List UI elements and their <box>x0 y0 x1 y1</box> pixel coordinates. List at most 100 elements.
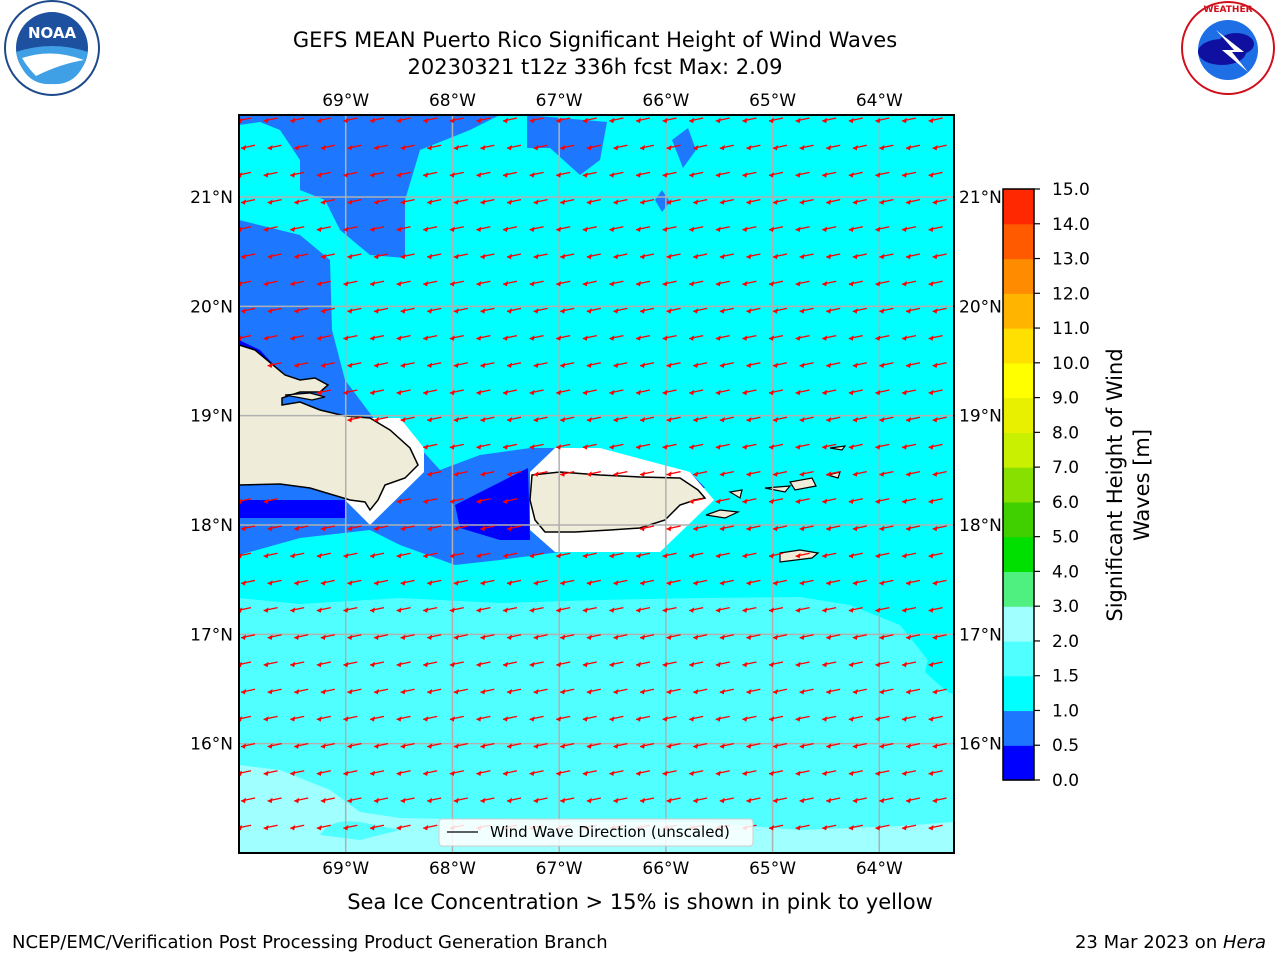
wind-arrow <box>719 144 734 151</box>
wind-arrow <box>715 334 730 341</box>
colorbar-band <box>1003 258 1034 294</box>
wind-arrow <box>316 661 331 668</box>
national-weather-service-logo: WEATHER <box>1181 1 1275 95</box>
wind-arrow <box>343 226 358 232</box>
colorbar-tick-label: 2.0 <box>1052 632 1079 652</box>
wind-arrow <box>533 198 548 205</box>
wind-arrow <box>267 742 282 749</box>
wind-arrow <box>822 334 837 341</box>
wind-arrow <box>715 443 730 450</box>
wind-arrow <box>586 470 601 477</box>
lon-label-bottom: 66°W <box>642 859 689 879</box>
wind-arrow <box>343 280 358 287</box>
lat-label-right: 16°N <box>959 735 1002 755</box>
wind-arrow <box>343 389 358 396</box>
wind-arrow <box>905 362 921 368</box>
wind-arrow <box>901 770 917 776</box>
wind-arrow <box>609 171 624 178</box>
wind-arrow <box>533 416 548 423</box>
wind-arrow <box>529 661 544 668</box>
wind-arrow <box>347 742 362 749</box>
wind-arrow <box>476 171 491 178</box>
wind-arrow <box>609 661 624 668</box>
wind-arrow <box>879 198 894 205</box>
wind-arrow <box>905 688 921 695</box>
wind-arrow <box>799 470 814 477</box>
wind-arrow <box>369 334 385 341</box>
colorbar-tick-label: 5.0 <box>1052 528 1079 548</box>
wind-arrow <box>609 389 624 396</box>
wind-arrow <box>875 334 890 341</box>
wind-arrow <box>582 389 597 396</box>
wind-arrow <box>373 307 389 314</box>
wind-arrow <box>772 307 788 314</box>
wind-arrow <box>772 742 788 749</box>
wind-arrow <box>343 770 358 776</box>
wind-arrow <box>795 280 810 287</box>
wind-arrow <box>423 661 438 668</box>
wind-arrow <box>875 661 890 668</box>
wind-arrow <box>932 742 947 749</box>
lon-label-top: 64°W <box>856 91 903 111</box>
wind-arrow <box>240 797 256 804</box>
wind-arrow <box>316 606 331 613</box>
wind-arrow <box>320 579 335 586</box>
wind-arrow <box>799 144 814 151</box>
wind-arrow <box>267 253 282 260</box>
wind-arrow <box>905 470 921 477</box>
wind-arrow <box>772 525 788 532</box>
ocean-0-5-1-0-speck <box>672 128 696 168</box>
wind-arrow <box>639 144 655 151</box>
wind-arrow <box>822 770 837 776</box>
wind-arrow <box>609 715 624 722</box>
wind-arrow <box>662 389 677 396</box>
wind-arrow <box>689 280 704 287</box>
wind-arrow <box>768 606 784 613</box>
footer-date: 23 Mar 2023 on Hera <box>1075 932 1266 953</box>
wind-arrow <box>639 634 655 640</box>
wind-arrow <box>666 742 681 749</box>
wind-arrow <box>396 661 411 668</box>
wind-arrow <box>848 824 863 831</box>
wind-arrow <box>666 579 681 586</box>
lat-label-left: 20°N <box>190 297 233 317</box>
lon-label-top: 67°W <box>536 91 583 111</box>
wind-arrow <box>826 307 841 314</box>
wind-arrow <box>768 498 784 504</box>
wind-arrow <box>822 715 837 722</box>
wind-arrow <box>928 226 943 232</box>
wind-arrow <box>852 362 867 368</box>
wind-arrow <box>822 498 837 504</box>
wind-arrow <box>427 198 442 205</box>
wind-arrow <box>795 443 810 450</box>
wind-arrow <box>826 416 841 423</box>
wind-arrow <box>772 362 788 368</box>
wind-arrow <box>689 334 704 341</box>
wind-arrow <box>343 117 358 124</box>
wind-arrow <box>852 253 867 260</box>
wind-arrow <box>666 144 681 151</box>
ocean-0-5-1-0-north2 <box>527 115 607 175</box>
wind-arrow <box>453 307 468 314</box>
wind-arrow <box>449 226 464 232</box>
colorbar-tick-label: 14.0 <box>1052 215 1090 235</box>
lat-label-right: 19°N <box>959 407 1002 427</box>
wind-arrow <box>746 525 761 532</box>
wind-arrow <box>826 253 841 260</box>
wind-arrow <box>453 470 468 477</box>
wind-arrow <box>772 579 788 586</box>
wind-arrow <box>506 253 522 260</box>
wind-arrow <box>852 307 867 314</box>
wind-arrow <box>768 171 784 178</box>
wind-arrow <box>476 498 491 504</box>
wind-arrow <box>613 362 628 368</box>
lon-label-top: 66°W <box>642 91 689 111</box>
lat-label-right: 18°N <box>959 516 1002 536</box>
wind-arrow <box>848 171 863 178</box>
wind-arrow <box>905 416 921 423</box>
wind-arrow <box>879 253 894 260</box>
wind-arrow <box>799 253 814 260</box>
wind-arrow <box>347 362 362 368</box>
wind-arrow <box>928 661 943 668</box>
